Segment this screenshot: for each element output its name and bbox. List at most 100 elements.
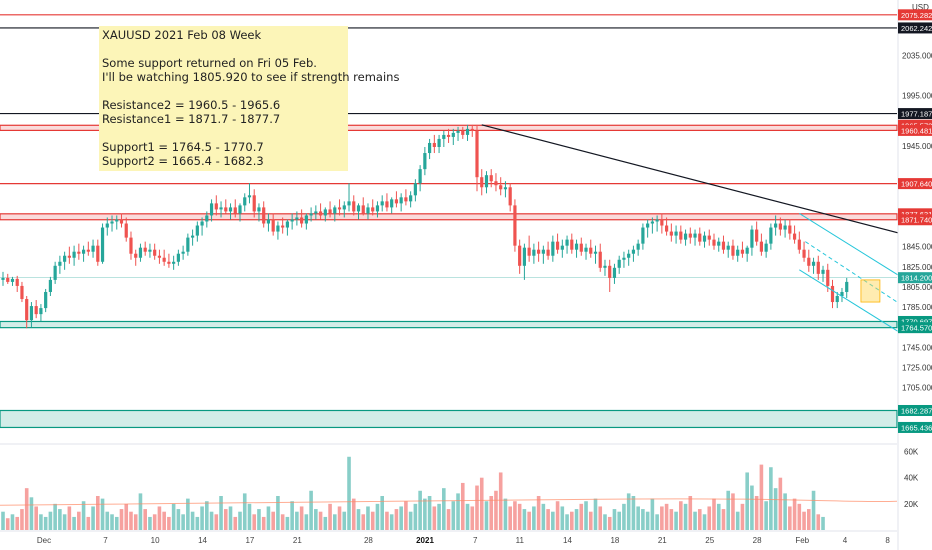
candle-body (129, 237, 133, 254)
candle-body (442, 134, 446, 139)
candle-body (375, 205, 380, 212)
volume-bar (143, 509, 147, 530)
candle-body (707, 235, 711, 240)
candle-body (295, 217, 299, 220)
candle-body (271, 219, 275, 232)
candle-body (172, 261, 176, 264)
candle-body (138, 247, 143, 258)
volume-bar (636, 506, 640, 530)
candle-body (290, 219, 294, 222)
volume-bar (565, 514, 569, 530)
volume-bar (688, 496, 693, 530)
candle-body (186, 237, 190, 252)
candle-body (262, 207, 266, 224)
candle-body (570, 239, 574, 250)
time-tick-label: 10 (151, 536, 160, 545)
volume-bar (361, 514, 366, 530)
volume-bar (138, 493, 143, 530)
volume-bar (655, 514, 659, 530)
candle-body (53, 265, 57, 280)
volume-bar (323, 516, 328, 530)
volume-bar (318, 511, 323, 530)
volume-bar (276, 496, 280, 530)
candle-body (835, 296, 839, 303)
time-tick-label: 14 (563, 536, 572, 545)
volume-bar (598, 506, 603, 530)
text-note[interactable]: XAUUSD 2021 Feb 08 Week Some support retu… (99, 26, 399, 171)
volume-bar (413, 503, 418, 530)
candle-body (508, 187, 512, 206)
volume-bar (271, 511, 275, 530)
candle-body (830, 285, 835, 303)
volume-bar (702, 514, 707, 530)
candle-body (717, 241, 721, 246)
price-tag-label: 1814.200 (901, 274, 932, 283)
volume-ma-line (0, 498, 898, 506)
candle-body (845, 281, 849, 292)
candle-body (750, 229, 754, 248)
volume-bar (24, 488, 29, 530)
volume-bar (309, 490, 313, 530)
price-tag-label: 1764.570 (901, 324, 932, 333)
volume-bar (527, 511, 531, 530)
volume-bar (5, 518, 10, 530)
candle-body (404, 197, 408, 202)
candle-body (148, 249, 152, 252)
volume-bar (223, 509, 228, 530)
volume-bar (607, 516, 612, 530)
candle-body (328, 209, 332, 214)
volume-bar (190, 511, 195, 530)
candle-body (48, 279, 52, 292)
volume-bar (593, 498, 598, 530)
volume-bar (631, 496, 636, 530)
candle-body (309, 213, 313, 216)
candle-body (840, 291, 844, 297)
candle-body (518, 245, 522, 266)
candle-body (181, 251, 185, 254)
candle-body (276, 225, 280, 232)
volume-bar (200, 506, 204, 530)
candle-body (29, 306, 34, 321)
candle-body (631, 249, 636, 254)
price-tag-label: 1960.481 (901, 126, 932, 135)
candle-body (304, 215, 308, 224)
candle-body (484, 175, 489, 188)
volume-bar (769, 467, 773, 530)
candle-body (446, 134, 451, 137)
candle-body (176, 253, 180, 262)
candle-body (281, 225, 285, 228)
candle-body (636, 243, 640, 250)
volume-tick-label: 60K (904, 448, 919, 457)
channel-mid-line (805, 241, 913, 313)
price-axis[interactable]: USD 2035.000 1995.000 1945.000 1845.000 1825.… (897, 0, 932, 550)
volume-bar (807, 509, 811, 530)
time-tick-label: 21 (293, 536, 302, 545)
candle-body (394, 199, 399, 204)
candle-body (233, 207, 237, 214)
volume-bar (171, 503, 176, 530)
candle-body (337, 207, 342, 210)
volume-bar (394, 509, 399, 530)
volume-bar (432, 506, 437, 530)
volume-bar (802, 511, 806, 530)
time-tick-label: 14 (198, 536, 207, 545)
price-tag (898, 22, 932, 34)
candles-layer (1, 124, 849, 329)
volume-bar (91, 506, 95, 530)
volume-bar (176, 509, 181, 530)
candle-body (342, 205, 346, 210)
volume-bar (479, 477, 484, 530)
time-axis[interactable]: Dec 7 10 14 17 21 28 2021 7 11 14 18 21 25 28 Feb 4 8 (0, 530, 897, 545)
volume-bar (280, 514, 285, 530)
candle-body (44, 291, 48, 309)
volume-bar (129, 511, 133, 530)
candle-body (565, 239, 569, 246)
price-tag (898, 108, 932, 120)
volume-bar (114, 516, 119, 530)
candle-body (219, 207, 223, 210)
currency-label: USD (912, 3, 929, 12)
candle-body (257, 207, 261, 212)
volume-bar (442, 488, 446, 530)
price-tick-label: 1725.000 (902, 363, 932, 372)
volume-bar (370, 511, 375, 530)
